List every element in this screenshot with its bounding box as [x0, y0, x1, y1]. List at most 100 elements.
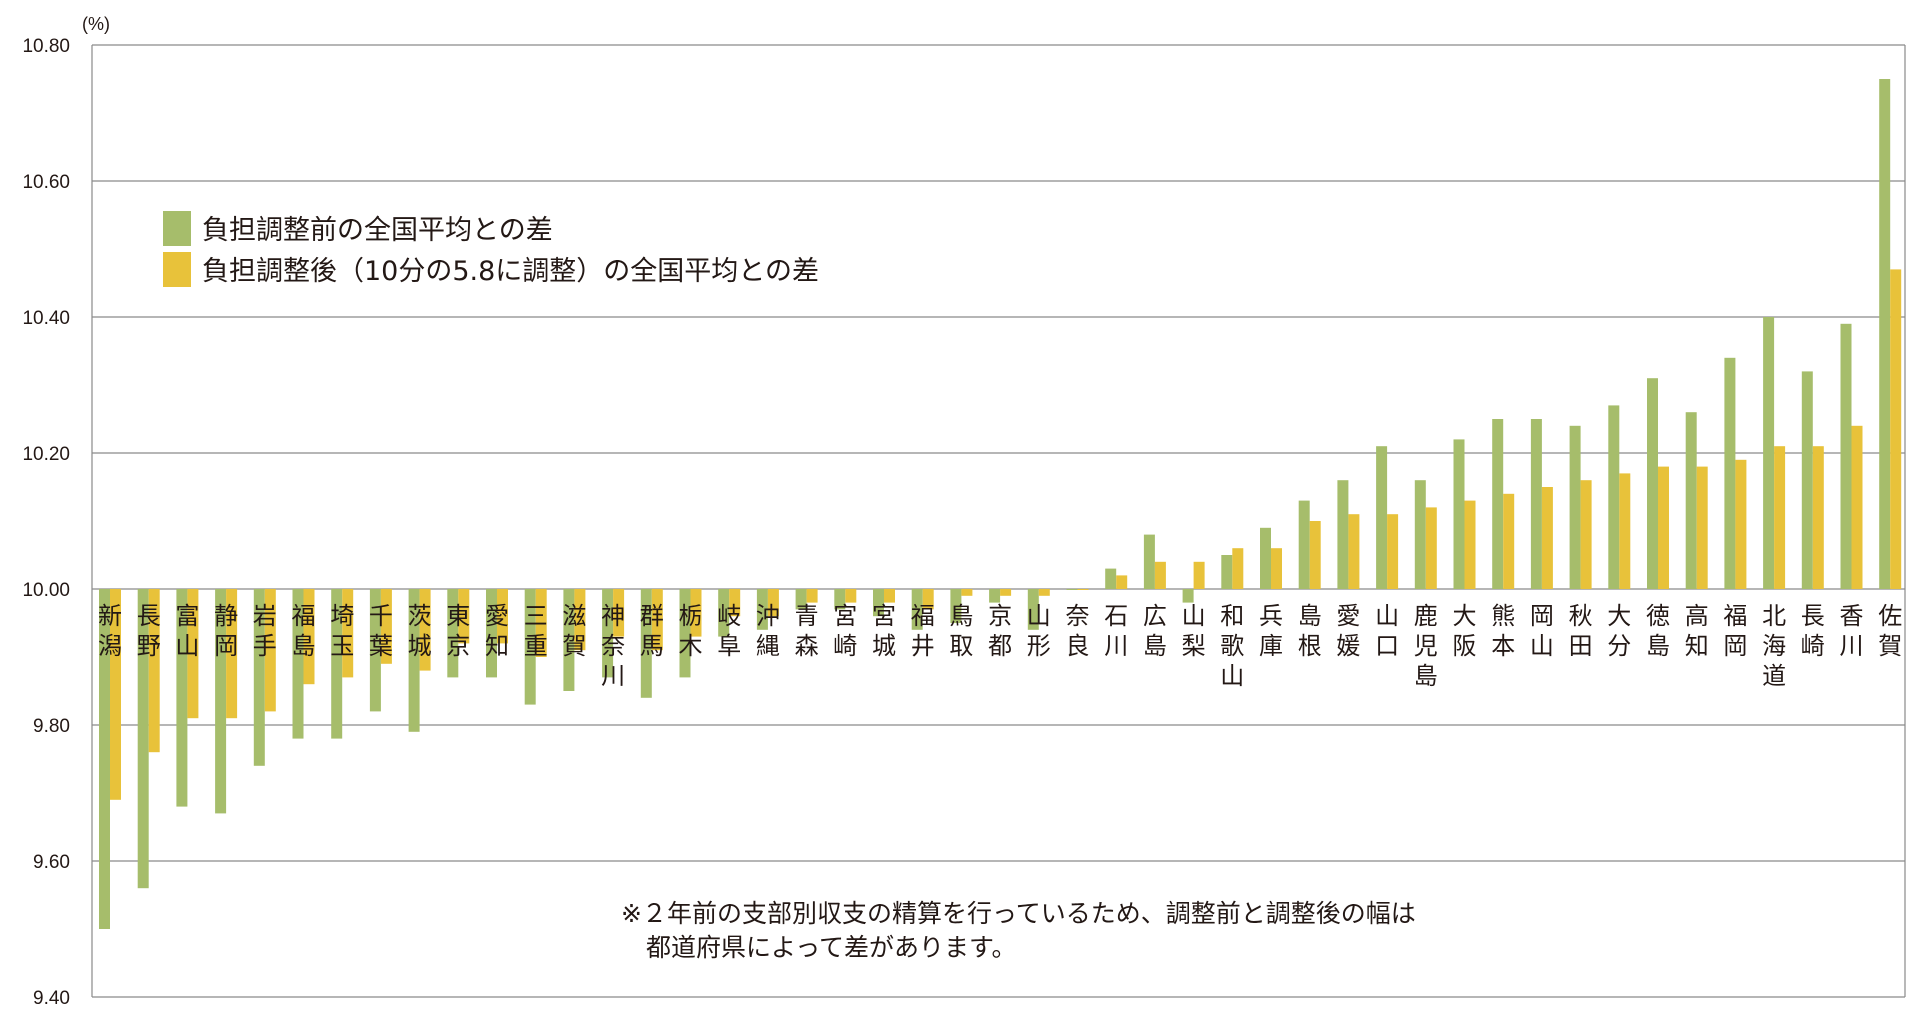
category-label: 岡山 — [1530, 602, 1554, 660]
bar-before — [1647, 378, 1658, 589]
legend: 負担調整前の全国平均との差 負担調整後（10分の5.8に調整）の全国平均との差 — [163, 211, 819, 287]
category-label: 長野 — [137, 602, 161, 660]
category-label: 香川 — [1840, 602, 1864, 660]
bar-before — [253, 589, 265, 766]
bar-before — [679, 589, 691, 678]
category-label: 茨城 — [408, 602, 432, 660]
bar-after — [110, 589, 121, 800]
bar-after — [1232, 548, 1244, 589]
bar-after — [497, 589, 508, 644]
category-label: 徳島 — [1646, 602, 1670, 660]
bar-after — [651, 589, 663, 651]
bar-after — [613, 589, 625, 637]
category-label: 佐賀 — [1878, 602, 1902, 660]
bar-after — [922, 589, 934, 610]
category-label: 北海道 — [1762, 602, 1786, 690]
bar-before — [1337, 480, 1349, 589]
category-label: 滋賀 — [562, 602, 586, 660]
category-label: 秋田 — [1569, 602, 1593, 660]
bar-before — [1453, 439, 1465, 589]
bar-after — [884, 589, 895, 603]
bar-before — [1608, 405, 1620, 589]
y-tick-label: 9.60 — [33, 852, 70, 873]
category-label: 宮城 — [872, 602, 896, 660]
bar-after — [1541, 487, 1553, 589]
category-label: 岐阜 — [717, 602, 741, 660]
category-label: 埼玉 — [330, 602, 354, 660]
bar-after — [1619, 473, 1631, 589]
category-label: 和歌山 — [1220, 602, 1244, 690]
bar-after — [729, 589, 741, 617]
category-label: 愛媛 — [1336, 602, 1360, 660]
category-label: 青森 — [795, 602, 819, 660]
bar-before — [950, 589, 962, 623]
bar-before — [911, 589, 923, 630]
category-label: 福島 — [292, 602, 316, 660]
bar-before — [756, 589, 768, 630]
bar-after — [1812, 446, 1824, 589]
bar-before — [137, 589, 149, 889]
y-tick-label: 9.80 — [33, 716, 70, 737]
y-axis: 10.80 10.60 10.40 10.20 10.00 9.80 9.60 9.40 — [22, 36, 1906, 1009]
bar-after — [767, 589, 779, 617]
bar-before — [1105, 568, 1117, 589]
category-label: 三重 — [524, 602, 548, 660]
category-label: 高知 — [1685, 602, 1709, 660]
legend-label-before: 負担調整前の全国平均との差 — [202, 215, 553, 246]
bar-after — [1387, 514, 1399, 589]
bar-after — [1000, 589, 1012, 596]
bar-after — [226, 589, 238, 719]
bar-before — [1066, 589, 1078, 590]
y-tick-label: 10.80 — [22, 36, 70, 57]
bar-before — [1530, 419, 1542, 589]
bar-after — [148, 589, 160, 753]
bar-after — [264, 589, 276, 712]
bar-after — [1503, 493, 1515, 589]
bar-before — [524, 589, 536, 705]
category-label: 福井 — [911, 602, 935, 660]
y-tick-label: 10.40 — [22, 308, 70, 329]
bar-before — [1298, 500, 1310, 589]
bar-before — [215, 589, 227, 814]
bar-after — [187, 589, 199, 719]
y-tick-label: 10.60 — [22, 172, 70, 193]
bar-after — [1851, 425, 1863, 589]
bar-after — [1116, 575, 1128, 589]
legend-label-after: 負担調整後（10分の5.8に調整）の全国平均との差 — [202, 256, 819, 287]
bar-after — [380, 589, 392, 664]
bar-before — [1724, 357, 1736, 589]
bar-after — [1580, 480, 1592, 589]
bar-after — [1735, 459, 1747, 589]
category-label: 神奈川 — [601, 602, 625, 690]
bar-after — [1658, 466, 1669, 589]
category-label: 山梨 — [1182, 602, 1206, 660]
bar-before — [989, 589, 1001, 603]
bar-before — [331, 589, 343, 739]
bar-before — [602, 589, 614, 678]
bar-after — [574, 589, 586, 651]
bar-before — [795, 589, 807, 610]
category-label: 京都 — [988, 602, 1012, 660]
bar-after — [1193, 561, 1205, 589]
bar-after — [1348, 514, 1360, 589]
category-label: 山口 — [1375, 602, 1399, 660]
category-label: 沖縄 — [756, 602, 780, 660]
bar-after — [1696, 466, 1708, 589]
bar-after — [419, 589, 431, 671]
bar-after — [806, 589, 818, 603]
y-tick-label: 10.00 — [22, 580, 70, 601]
category-label: 新潟 — [98, 602, 122, 660]
bar-before — [718, 589, 730, 637]
bar-before — [447, 589, 459, 678]
bar-after — [1038, 589, 1050, 596]
category-label: 岩手 — [253, 602, 277, 660]
category-label: 長崎 — [1801, 602, 1825, 660]
category-label: 鳥取 — [949, 602, 973, 660]
category-label: 静岡 — [214, 602, 238, 660]
grid — [92, 44, 1905, 998]
legend-swatch-after — [163, 252, 191, 287]
bar-after — [342, 589, 354, 678]
category-labels: 新潟長野富山静岡岩手福島埼玉千葉茨城東京愛知三重滋賀神奈川群馬栃木岐阜沖縄青森宮… — [98, 602, 1902, 690]
bar-after — [1077, 589, 1089, 590]
category-label: 熊本 — [1491, 602, 1515, 660]
